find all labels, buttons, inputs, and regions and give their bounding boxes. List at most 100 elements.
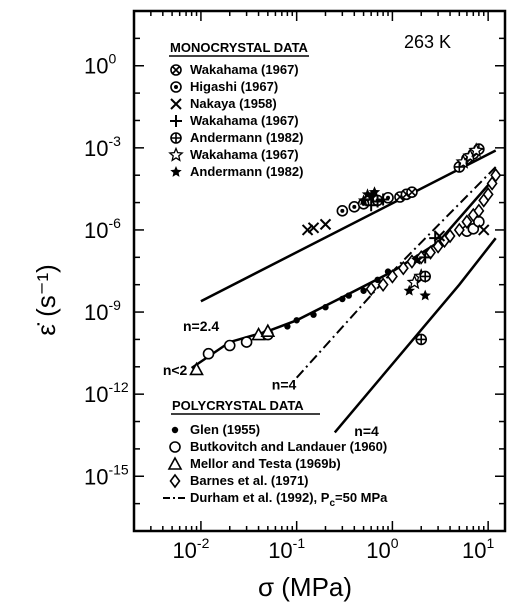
legend-marker — [170, 81, 182, 93]
data-point — [419, 251, 432, 264]
fit-lines — [190, 149, 497, 434]
data-point — [406, 186, 418, 198]
legend-label: Durham et al. (1992), Pc=50 MPa — [190, 490, 388, 509]
legend-label: Mellor and Testa (1969b) — [190, 456, 341, 471]
legend-label: Wakahama (1967) — [190, 62, 299, 77]
tick-labels: 10-2 10-1 100 101 100 10-3 10-6 10-9 10-12 10-15 — [84, 51, 494, 563]
data-point — [240, 336, 253, 348]
x-tick-label: 10-2 — [172, 535, 209, 563]
y-tick-label: 10-12 — [84, 379, 129, 407]
legend-label: Higashi (1967) — [190, 79, 278, 94]
data-point — [411, 254, 423, 265]
data-point — [415, 333, 428, 346]
legend-marker — [171, 426, 179, 434]
data-point — [223, 339, 236, 352]
temperature-label: 263 K — [404, 32, 451, 52]
data-point — [453, 222, 465, 238]
data-point — [397, 260, 409, 276]
data-point — [310, 311, 317, 318]
legend-marker — [170, 166, 182, 177]
legend-marker — [169, 473, 181, 489]
data-point — [419, 270, 431, 283]
data-point — [424, 245, 436, 260]
data-point — [461, 214, 473, 230]
data-point — [202, 347, 215, 360]
axis-ticks — [133, 11, 505, 532]
x-tick-label: 101 — [462, 535, 494, 563]
data-point — [360, 287, 367, 294]
data-point — [345, 292, 352, 299]
legend-label: Wakahama (1967) — [190, 113, 299, 128]
data-point — [365, 281, 377, 297]
plot-frame — [132, 9, 507, 533]
data-point — [284, 323, 291, 330]
legend-label: Butkovitch and Landauer (1960) — [190, 439, 387, 454]
y-tick-label: 10-9 — [84, 297, 121, 325]
mono-legend-title: MONOCRYSTAL DATA — [170, 40, 309, 55]
data-point — [307, 222, 320, 234]
legend-marker — [169, 441, 181, 453]
data-point — [377, 193, 390, 206]
data-point — [365, 199, 378, 212]
mono-legend: Wakahama (1967) Higashi (1967) Nakaya (195… — [168, 62, 303, 179]
slope-annotation: n=4 — [272, 376, 297, 392]
data-point — [319, 218, 332, 231]
legend-label: Wakahama (1967) — [190, 147, 299, 162]
data-point — [371, 195, 384, 208]
slope-annotation: n=4 — [354, 423, 379, 439]
data-point — [322, 304, 329, 311]
legend-label: Andermann (1982) — [190, 130, 303, 145]
poly-legend-title: POLYCRYSTAL DATA — [172, 398, 304, 413]
data-point — [473, 203, 485, 219]
data-point — [357, 194, 370, 206]
y-tick-label: 100 — [84, 51, 116, 79]
data-point — [374, 276, 381, 284]
data-point — [382, 191, 394, 204]
legend-label: Barnes et al. (1971) — [190, 473, 309, 488]
data-point — [478, 224, 490, 236]
slope-annotations: n=2.4 n<2 n=4 n=4 — [163, 318, 379, 439]
data-point — [293, 317, 300, 324]
legend-marker — [170, 98, 182, 110]
data-point — [429, 232, 442, 245]
slope-annotation: n=2.4 — [183, 318, 219, 334]
data-point — [444, 228, 456, 244]
y-tick-label: 10-15 — [84, 461, 129, 489]
legend-label: Andermann (1982) — [190, 164, 303, 179]
data-point — [336, 205, 349, 217]
y-tick-label: 10-3 — [84, 133, 121, 161]
legend-marker — [170, 64, 182, 76]
data-point — [386, 269, 398, 284]
data-point — [301, 224, 314, 236]
data-point — [361, 188, 374, 200]
data-point — [368, 186, 381, 197]
x-tick-label: 10-1 — [268, 535, 305, 563]
x-axis-label: σ (MPa) — [258, 572, 352, 602]
data-point — [482, 187, 494, 202]
y-axis-label: ε̇ (s⁻¹) — [31, 264, 61, 336]
poly-legend: Glen (1955) Butkovitch and Landauer (1960… — [163, 422, 388, 509]
x-tick-label: 100 — [366, 535, 398, 563]
data-point — [189, 361, 204, 376]
data-point — [433, 230, 446, 242]
data-points — [189, 142, 502, 376]
data-point — [490, 167, 502, 183]
y-tick-label: 10-6 — [84, 215, 121, 243]
data-point — [403, 284, 415, 296]
slope-annotation: n<2 — [163, 362, 188, 378]
data-point — [468, 142, 484, 158]
line-n4-line — [333, 237, 497, 434]
legend-marker — [170, 115, 182, 127]
data-point — [377, 277, 389, 293]
legend-marker — [170, 132, 182, 144]
legend-label: Glen (1955) — [190, 422, 260, 437]
legend-marker — [168, 146, 184, 162]
legend-marker — [167, 456, 183, 470]
data-point — [339, 295, 346, 303]
legend-label: Nakaya (1958) — [190, 96, 277, 111]
data-point — [419, 289, 431, 301]
line-mono-fit — [200, 149, 497, 303]
data-point — [394, 191, 406, 203]
data-point — [260, 323, 276, 337]
